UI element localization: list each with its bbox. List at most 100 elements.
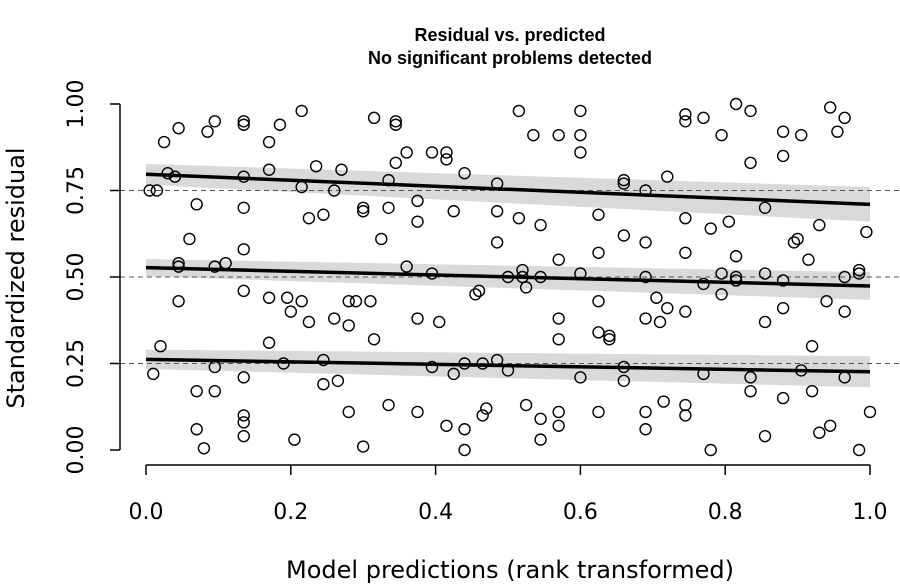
data-point <box>679 398 692 412</box>
data-point <box>331 374 345 387</box>
x-tick-label: 0.0 <box>129 500 164 525</box>
data-point <box>425 146 439 159</box>
data-point <box>592 208 605 221</box>
chart-title: Residual vs. predicted <box>414 25 605 45</box>
data-point <box>758 315 772 329</box>
confidence-band-0 <box>146 349 870 388</box>
data-point <box>447 205 460 218</box>
data-point <box>776 274 790 287</box>
data-point <box>237 371 250 384</box>
data-point <box>617 173 631 187</box>
data-point <box>273 118 287 131</box>
data-point <box>328 184 341 197</box>
x-tick-label: 0.4 <box>418 500 453 525</box>
y-axis: 0.00 0.25 0.50 0.75 1.00 <box>64 80 121 474</box>
data-point <box>838 111 851 125</box>
data-point <box>389 118 402 131</box>
quantile-line-2 <box>145 172 871 207</box>
data-point <box>357 201 370 215</box>
data-point <box>480 402 493 415</box>
data-point <box>382 173 395 187</box>
data-point <box>729 270 743 284</box>
data-point <box>190 423 203 436</box>
y-tick-label: 0.25 <box>64 339 89 388</box>
data-point <box>512 104 526 118</box>
data-point <box>592 326 605 339</box>
data-point <box>776 125 790 138</box>
data-point <box>411 312 424 325</box>
data-point <box>150 184 164 197</box>
data-point <box>729 250 743 263</box>
data-point <box>302 211 316 225</box>
x-tick-label: 0.8 <box>708 500 743 525</box>
y-axis-label: Standardized residual <box>2 147 30 408</box>
data-point <box>729 97 743 111</box>
confidence-bands <box>146 163 870 388</box>
data-point <box>342 295 355 308</box>
data-point <box>552 405 565 419</box>
residual-points <box>143 97 877 457</box>
y-tick-label: 1.00 <box>64 80 89 129</box>
data-point <box>574 146 587 159</box>
data-point <box>342 319 355 332</box>
data-point <box>375 232 388 246</box>
confidence-band-2 <box>146 163 870 222</box>
data-point <box>208 115 221 128</box>
data-point <box>237 409 250 422</box>
data-point <box>411 215 424 228</box>
x-axis: 0.0 0.2 0.4 0.6 0.8 1.0 <box>129 464 888 525</box>
data-point <box>476 409 489 422</box>
data-point <box>389 115 402 128</box>
data-point <box>715 288 728 301</box>
data-point <box>172 256 185 270</box>
data-point <box>501 270 515 284</box>
data-point <box>197 442 211 455</box>
data-point <box>795 128 808 142</box>
data-point <box>425 360 439 374</box>
data-point <box>679 211 692 225</box>
data-point <box>476 357 489 370</box>
data-point <box>657 395 670 408</box>
data-point <box>552 128 565 142</box>
data-point <box>823 419 837 432</box>
data-point <box>208 384 221 398</box>
data-point <box>776 149 790 163</box>
data-point <box>295 295 308 308</box>
data-point <box>791 232 804 246</box>
data-point <box>574 104 587 118</box>
data-point <box>161 166 174 180</box>
data-point <box>357 440 370 453</box>
data-point <box>603 333 616 346</box>
data-point <box>813 218 826 232</box>
data-point <box>592 405 605 419</box>
data-point <box>863 405 877 419</box>
data-point <box>802 253 815 266</box>
data-point <box>617 229 631 242</box>
data-point <box>458 423 471 436</box>
data-point <box>519 398 533 412</box>
data-point <box>458 443 471 457</box>
data-point <box>650 291 663 304</box>
data-point <box>639 423 652 436</box>
data-point <box>433 315 446 329</box>
data-point <box>758 267 772 280</box>
data-point <box>661 301 674 315</box>
x-tick-label: 0.6 <box>563 500 598 525</box>
data-point <box>838 270 851 284</box>
data-point <box>349 295 363 308</box>
data-point <box>411 405 424 419</box>
data-point <box>288 433 301 446</box>
confidence-band-1 <box>146 259 870 300</box>
data-point <box>382 201 395 215</box>
data-point <box>469 288 482 301</box>
data-point <box>715 267 728 280</box>
data-point <box>237 118 250 131</box>
data-point <box>679 305 692 318</box>
data-point <box>364 295 377 308</box>
data-point <box>157 135 171 149</box>
data-point <box>411 194 424 208</box>
data-point <box>335 163 348 176</box>
data-point <box>860 225 873 239</box>
data-point <box>852 443 866 457</box>
data-point <box>277 357 290 370</box>
